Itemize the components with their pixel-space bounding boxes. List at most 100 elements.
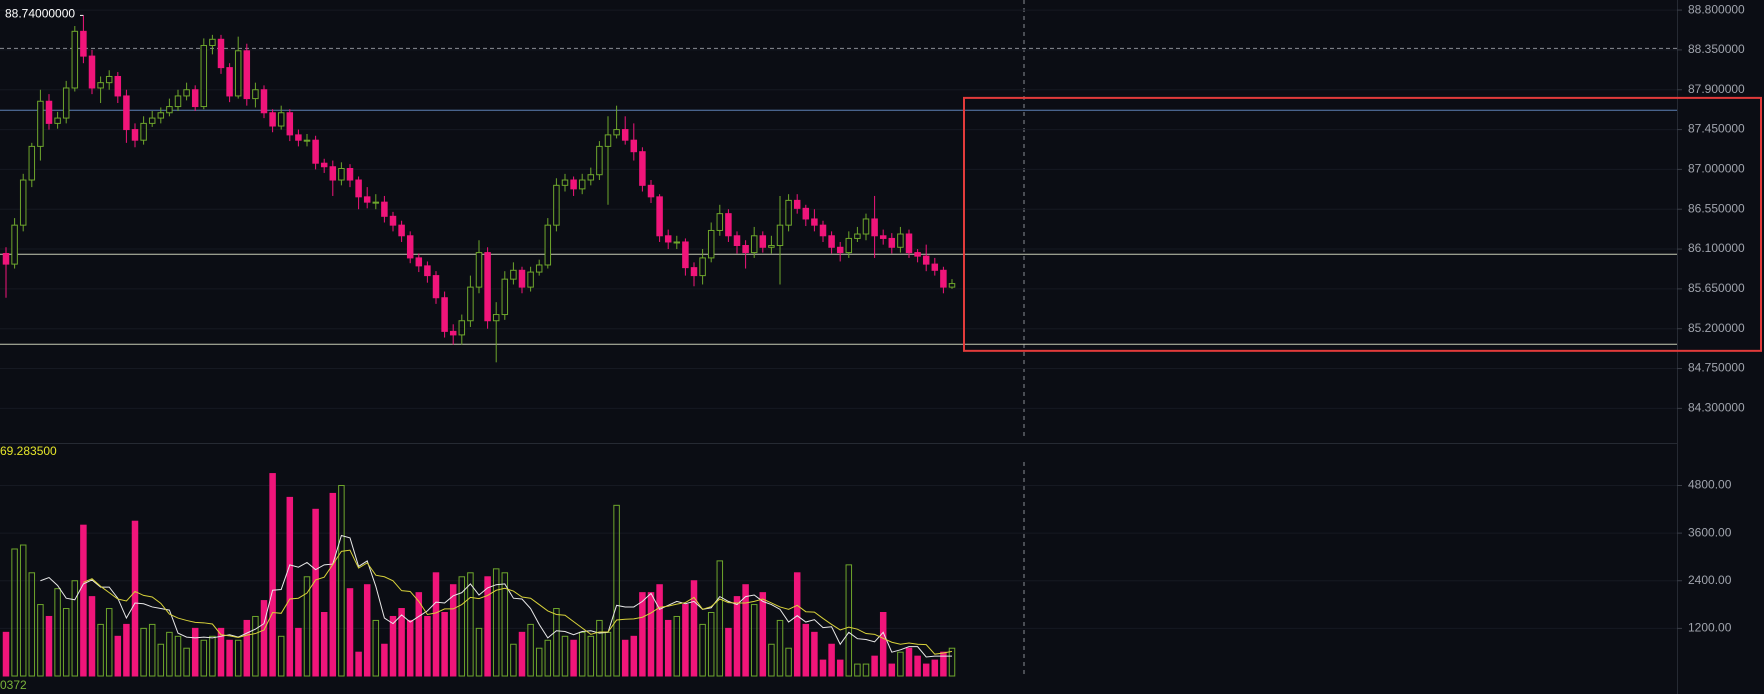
volume-bar bbox=[449, 584, 457, 677]
axes: 84.300000 84.750000 85.200000 85.650000 86.1… bbox=[1677, 2, 1745, 635]
volume-bar bbox=[338, 484, 345, 677]
volume-bar bbox=[768, 643, 775, 677]
candle-body bbox=[312, 139, 319, 164]
candle-body bbox=[45, 100, 53, 124]
volume-bar bbox=[621, 639, 629, 677]
volume-bar bbox=[363, 584, 371, 677]
volume-bar bbox=[578, 631, 586, 677]
candle-body bbox=[828, 235, 835, 248]
candle-body bbox=[209, 38, 216, 46]
volume-bar bbox=[553, 608, 560, 677]
candle-body bbox=[948, 283, 956, 288]
volume-bar bbox=[888, 663, 896, 677]
candle-body bbox=[372, 201, 380, 204]
volume-bar bbox=[415, 592, 423, 677]
volume-bar bbox=[183, 647, 190, 677]
candle-body bbox=[664, 235, 672, 243]
candle-body bbox=[166, 106, 173, 114]
volume-bar bbox=[381, 643, 388, 677]
candle-body bbox=[157, 112, 165, 119]
volume-bar bbox=[123, 623, 130, 677]
candle-body bbox=[733, 235, 741, 247]
candle-body bbox=[329, 166, 337, 181]
volume-bar bbox=[527, 623, 534, 677]
candle-body bbox=[940, 269, 947, 288]
y-tick-label: 86.100000 bbox=[1688, 241, 1745, 255]
volume-bar bbox=[312, 508, 319, 677]
candle-body bbox=[544, 224, 552, 266]
volume-bar bbox=[97, 623, 104, 677]
volume-bar bbox=[54, 588, 61, 677]
candle-body bbox=[114, 75, 122, 97]
y-tick-label: 85.200000 bbox=[1688, 321, 1745, 335]
candle-body bbox=[785, 199, 792, 226]
volume-bar bbox=[630, 635, 638, 677]
candle-body bbox=[845, 237, 853, 254]
candle-body bbox=[484, 252, 491, 322]
candle-body bbox=[793, 199, 801, 209]
volume-bar bbox=[742, 584, 749, 677]
candle-body bbox=[527, 271, 534, 288]
candle-body bbox=[759, 235, 767, 248]
y-tick-label: 88.800000 bbox=[1688, 2, 1745, 16]
volume-bar bbox=[11, 548, 18, 677]
volume-bar bbox=[234, 639, 242, 677]
volume-bar bbox=[501, 572, 509, 677]
volume-bar bbox=[690, 580, 698, 677]
candle-body bbox=[458, 320, 466, 336]
y-tick-label: 84.300000 bbox=[1688, 401, 1745, 415]
candle-body bbox=[183, 89, 190, 97]
candle-body bbox=[260, 89, 268, 114]
moving-average bbox=[83, 549, 953, 655]
candle-body bbox=[802, 207, 810, 220]
y-tick-label: 4800.00 bbox=[1688, 478, 1732, 492]
candle-body bbox=[398, 224, 405, 237]
volume-bar bbox=[277, 635, 285, 677]
candle-body bbox=[424, 265, 431, 277]
volume-bar bbox=[707, 611, 715, 677]
volume-bar bbox=[535, 647, 543, 677]
y-tick-label: 87.000000 bbox=[1688, 162, 1745, 176]
candle-body bbox=[406, 235, 414, 259]
volume-bar bbox=[303, 576, 311, 677]
volume-bar bbox=[458, 576, 466, 677]
candle-body bbox=[492, 314, 500, 322]
volume-bar bbox=[570, 639, 577, 677]
candle-body bbox=[191, 89, 199, 108]
candle-body bbox=[707, 229, 715, 259]
volume-bar bbox=[372, 619, 380, 677]
candle-body bbox=[725, 213, 732, 237]
candle-body bbox=[234, 50, 242, 97]
candle-body bbox=[11, 224, 18, 265]
volume bbox=[2, 473, 956, 677]
volume-bar bbox=[510, 643, 517, 677]
candle-body bbox=[200, 44, 208, 108]
candle-body bbox=[97, 82, 104, 89]
candle-body bbox=[62, 87, 70, 119]
volume-bar bbox=[492, 568, 500, 677]
y-tick-label: 88.350000 bbox=[1688, 42, 1745, 56]
candle-body bbox=[28, 145, 36, 181]
candle-body bbox=[854, 233, 861, 239]
volume-bar bbox=[406, 619, 414, 677]
volume-bar bbox=[286, 496, 294, 677]
volume-bar bbox=[819, 659, 827, 677]
volume-bar bbox=[80, 524, 87, 677]
candle-body bbox=[277, 112, 285, 127]
volume-bar bbox=[398, 608, 405, 677]
volume-bar bbox=[811, 631, 818, 677]
y-tick-label: 3600.00 bbox=[1688, 525, 1732, 539]
candle-body bbox=[475, 252, 483, 288]
candle-body bbox=[449, 330, 457, 336]
candle-body bbox=[656, 196, 663, 237]
candle-body bbox=[432, 275, 440, 299]
y-tick-label: 86.550000 bbox=[1688, 201, 1745, 215]
y-tick-label: 1200.00 bbox=[1688, 621, 1732, 635]
volume-bar bbox=[157, 643, 165, 677]
volume-bar bbox=[355, 651, 362, 677]
candle-body bbox=[467, 286, 474, 322]
volume-bar bbox=[948, 647, 956, 677]
candle-body bbox=[596, 145, 603, 176]
volume-bar bbox=[432, 572, 440, 677]
volume-bar bbox=[200, 639, 208, 677]
